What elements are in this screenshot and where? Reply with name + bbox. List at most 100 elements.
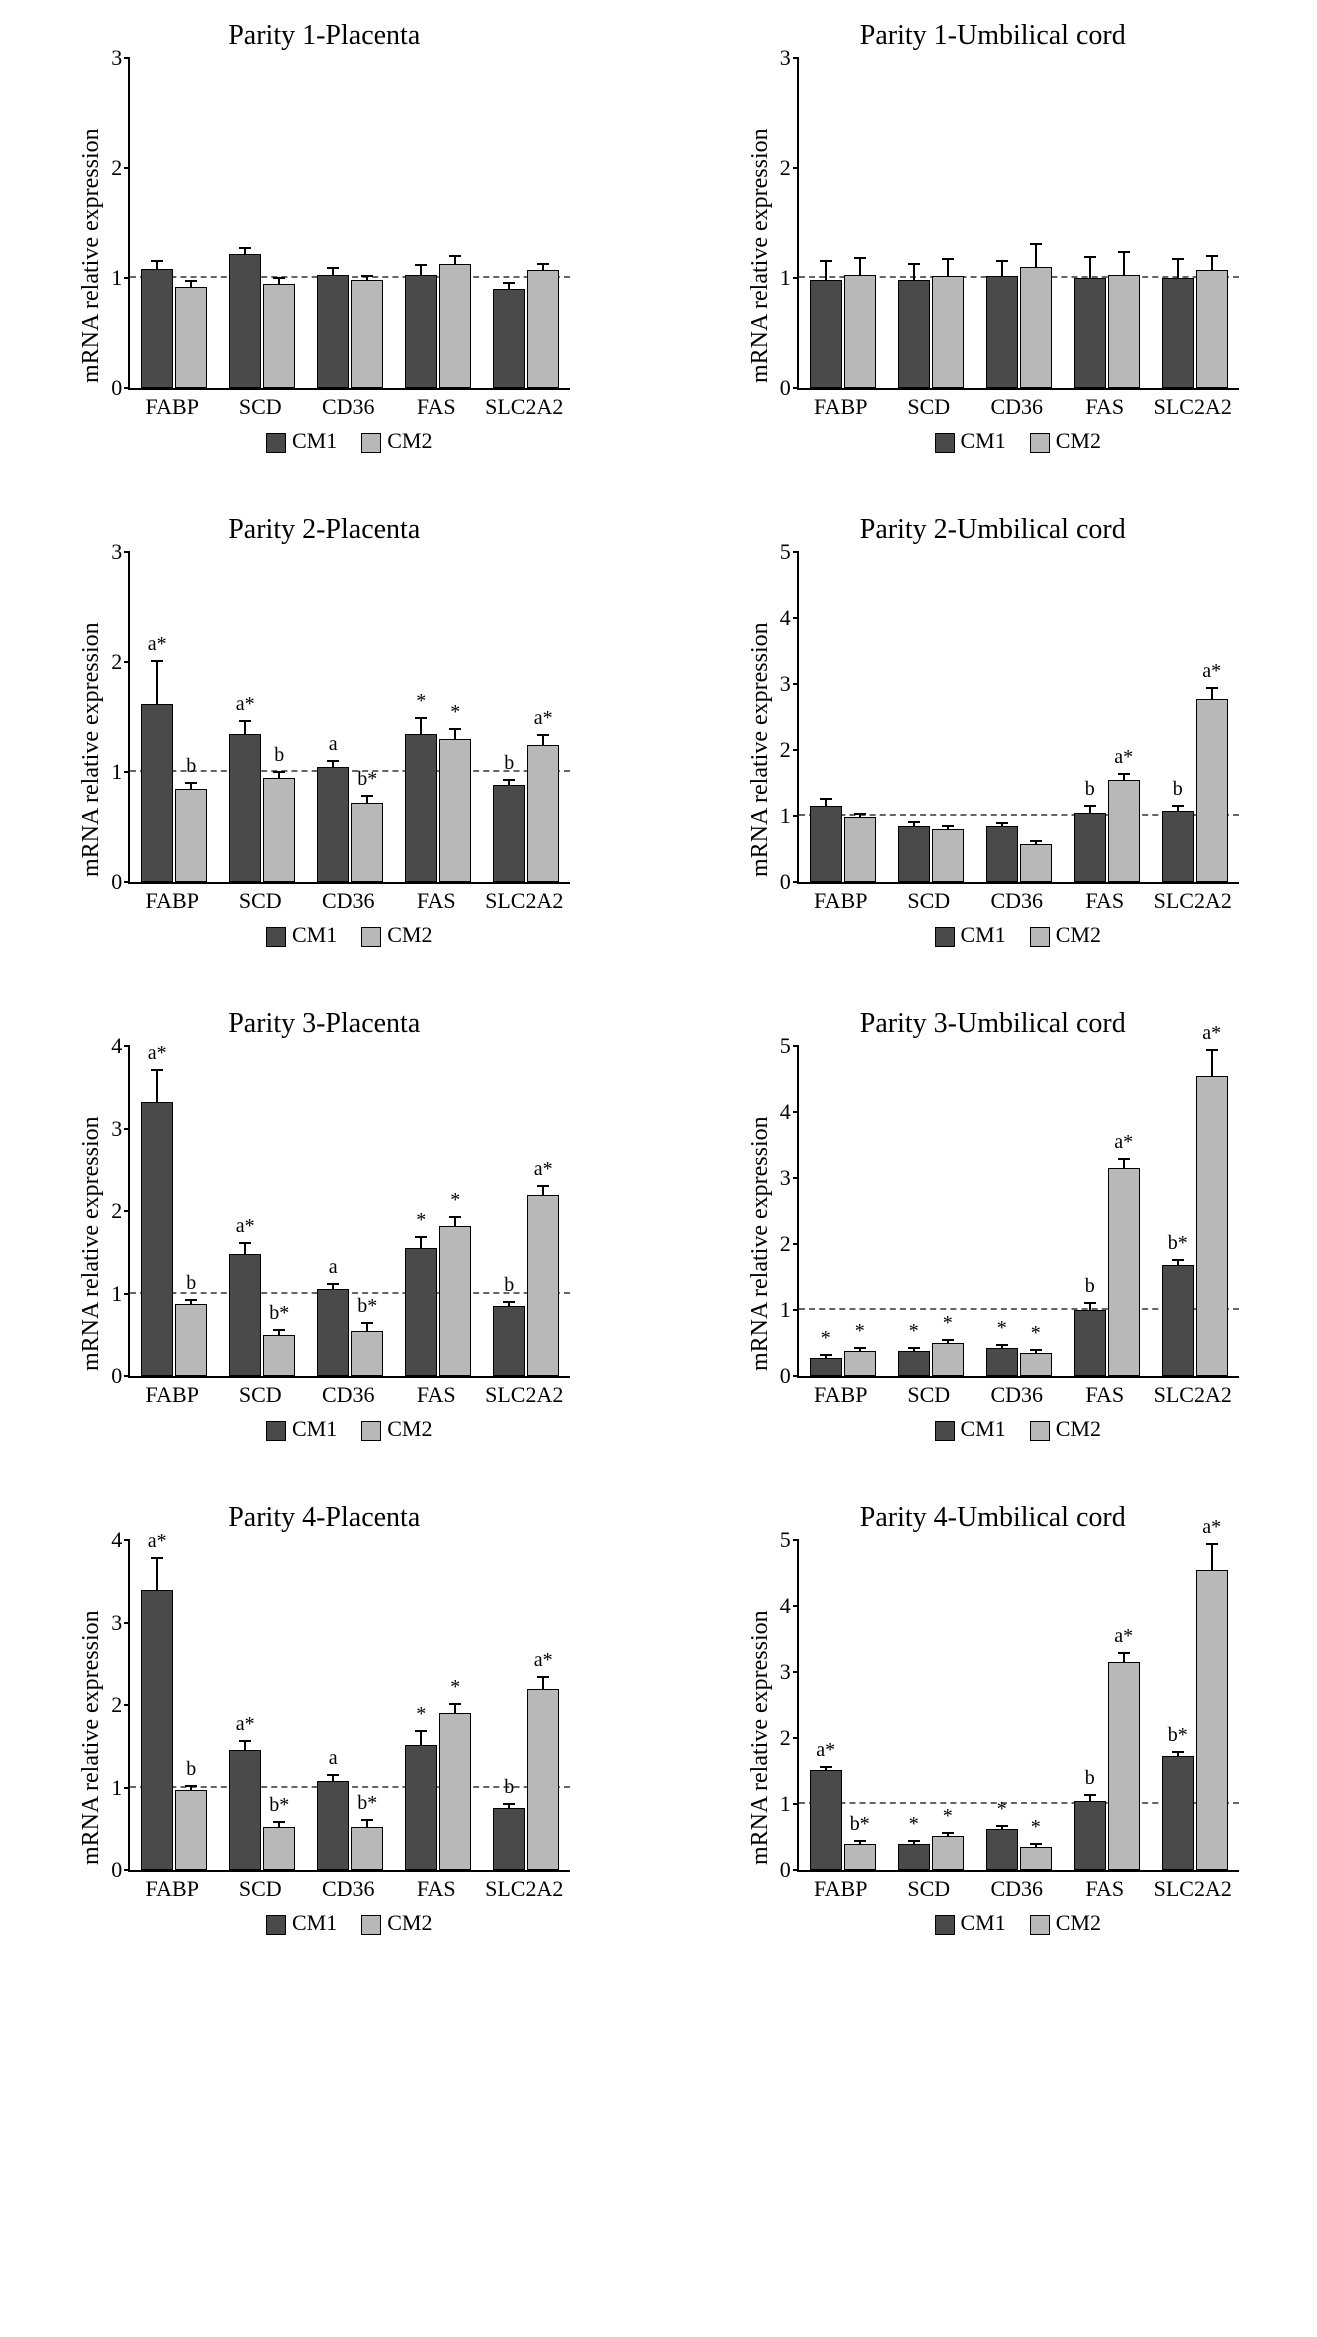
- bar: [1162, 811, 1194, 882]
- legend-label: CM1: [961, 428, 1006, 453]
- bar: [810, 806, 842, 882]
- significance-label: *: [821, 1327, 831, 1350]
- significance-label: *: [416, 1209, 426, 1232]
- x-tick-label: FABP: [797, 1876, 885, 1902]
- significance-label: b: [504, 1274, 514, 1297]
- plot-area: a*ba*b*ab***ba*: [128, 1046, 570, 1378]
- bar-group: b*a*: [1151, 1076, 1239, 1376]
- x-tick-label: SLC2A2: [1149, 1876, 1237, 1902]
- bar: [844, 1844, 876, 1870]
- x-tick-label: FAS: [392, 1876, 480, 1902]
- bar-group: b*a*: [1151, 1570, 1239, 1870]
- legend-swatch: [266, 1421, 286, 1441]
- bar-group: a*b: [218, 734, 306, 883]
- plot-area: [797, 58, 1239, 390]
- bar: [1020, 844, 1052, 882]
- significance-label: *: [855, 1320, 865, 1343]
- legend-item: CM2: [1030, 922, 1101, 948]
- x-tick-label: FABP: [797, 888, 885, 914]
- x-tick-label: SCD: [216, 394, 304, 420]
- panel-title: Parity 2-Umbilical cord: [860, 514, 1126, 546]
- x-tick-label: CD36: [973, 394, 1061, 420]
- bar: [810, 280, 842, 388]
- bar: [1108, 1662, 1140, 1870]
- legend-swatch: [266, 927, 286, 947]
- bar-group: a*b: [130, 1590, 218, 1871]
- y-axis-label: mRNA relative expression: [747, 552, 774, 948]
- significance-label: a*: [1202, 660, 1221, 683]
- bar: [141, 1590, 173, 1871]
- significance-label: a*: [236, 1215, 255, 1238]
- x-tick-label: SLC2A2: [1149, 394, 1237, 420]
- bar: [439, 739, 471, 882]
- legend-item: CM2: [361, 1416, 432, 1442]
- x-tick-label: FAS: [1061, 1382, 1149, 1408]
- significance-label: b*: [850, 1813, 870, 1836]
- bar: [405, 1248, 437, 1376]
- x-tick-label: SCD: [885, 888, 973, 914]
- significance-label: *: [997, 1317, 1007, 1340]
- bar: [493, 289, 525, 388]
- legend-swatch: [935, 927, 955, 947]
- bar: [1020, 1353, 1052, 1376]
- legend-label: CM1: [292, 1910, 337, 1935]
- bar: [932, 276, 964, 388]
- legend-label: CM2: [387, 1910, 432, 1935]
- chart-panel: Parity 3-Umbilical cordmRNA relative exp…: [689, 1008, 1298, 1442]
- y-axis-label: mRNA relative expression: [747, 58, 774, 454]
- bar: [263, 778, 295, 883]
- bar-group: [975, 826, 1063, 882]
- bar: [405, 734, 437, 883]
- legend-swatch: [266, 433, 286, 453]
- plot-area: a*ba*bab***ba*: [128, 552, 570, 884]
- legend-swatch: [935, 433, 955, 453]
- bar: [175, 1790, 207, 1870]
- bar-group: [1151, 270, 1239, 388]
- legend-item: CM1: [266, 428, 337, 454]
- significance-label: *: [450, 1676, 460, 1699]
- bar: [1020, 1847, 1052, 1870]
- bar: [141, 704, 173, 882]
- significance-label: a*: [1114, 1625, 1133, 1648]
- plot-area: ba*ba*: [797, 552, 1239, 884]
- significance-label: b*: [357, 1295, 377, 1318]
- significance-label: b: [1085, 1275, 1095, 1298]
- x-tick-label: FABP: [128, 394, 216, 420]
- bar: [810, 1358, 842, 1376]
- significance-label: b: [186, 755, 196, 778]
- bar: [229, 734, 261, 883]
- bar: [405, 275, 437, 388]
- bar-group: ba*: [482, 1195, 570, 1377]
- legend-item: CM1: [266, 1910, 337, 1936]
- legend-label: CM2: [1056, 1910, 1101, 1935]
- bar: [986, 1348, 1018, 1376]
- chart-panel: Parity 4-Umbilical cordmRNA relative exp…: [689, 1502, 1298, 1936]
- bar: [527, 1689, 559, 1871]
- bar: [1196, 1076, 1228, 1376]
- x-tick-label: CD36: [973, 1876, 1061, 1902]
- x-tick-label: FAS: [392, 1382, 480, 1408]
- bar: [932, 1343, 964, 1376]
- bar-group: **: [975, 1829, 1063, 1870]
- bar: [351, 1331, 383, 1376]
- legend-label: CM1: [292, 1416, 337, 1441]
- bar-group: [799, 275, 887, 388]
- bar: [1020, 267, 1052, 388]
- x-tick-label: FAS: [1061, 888, 1149, 914]
- significance-label: b: [186, 1272, 196, 1295]
- bar: [175, 789, 207, 883]
- legend-swatch: [361, 927, 381, 947]
- significance-label: *: [416, 690, 426, 713]
- bar: [1196, 699, 1228, 882]
- bar-group: [975, 267, 1063, 388]
- legend-label: CM2: [387, 922, 432, 947]
- significance-label: *: [1031, 1816, 1041, 1839]
- legend-label: CM1: [292, 922, 337, 947]
- bar-group: a*b*: [218, 1254, 306, 1376]
- bar: [175, 1304, 207, 1376]
- legend: CM1CM2: [797, 1416, 1239, 1442]
- x-tick-label: SLC2A2: [1149, 1382, 1237, 1408]
- bar: [1074, 1310, 1106, 1376]
- bar: [439, 264, 471, 388]
- significance-label: a: [329, 733, 338, 756]
